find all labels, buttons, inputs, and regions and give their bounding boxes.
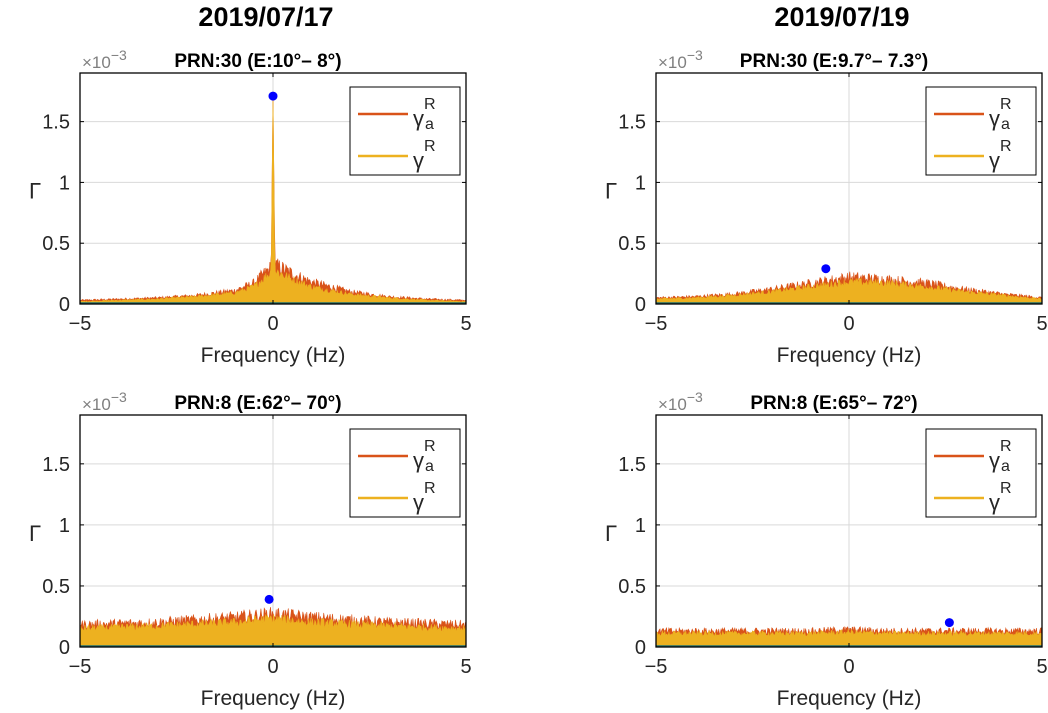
x-axis-label: Frequency (Hz) xyxy=(201,687,346,710)
x-axis-label: Frequency (Hz) xyxy=(777,687,922,710)
y-exponent-label: ×10−3 xyxy=(658,47,703,72)
y-exponent-label: ×10−3 xyxy=(658,389,703,414)
series-gamma xyxy=(655,628,1043,648)
date-title-left: 2019/07/17 xyxy=(198,2,334,32)
peak-marker xyxy=(944,618,954,628)
y-tick-label: 0 xyxy=(635,637,646,659)
chart-panel-3: −5 0 500.511.5×10−3 PRN:8 (E:62°– 70°)Frequ… xyxy=(29,389,472,710)
y-tick-label: 1 xyxy=(59,172,70,194)
chart-title: PRN:8 (E:62°– 70°) xyxy=(174,393,341,414)
x-tick-label: 5 xyxy=(460,313,471,335)
chart-panel-2: −5 0 500.511.5×10−3 PRN:30 (E:9.7°– 7.3°)Fr… xyxy=(605,47,1048,367)
peak-marker xyxy=(268,91,278,101)
x-tick-label: 5 xyxy=(1036,656,1047,678)
y-axis-label: Γ xyxy=(29,179,41,204)
y-exponent-label: ×10−3 xyxy=(82,389,127,414)
x-axis-label: Frequency (Hz) xyxy=(201,344,346,367)
x-tick-label: 0 xyxy=(267,313,278,335)
y-tick-label: 0.5 xyxy=(618,233,646,255)
y-tick-label: 1.5 xyxy=(42,454,70,476)
x-tick-label: 0 xyxy=(843,313,854,335)
legend-box xyxy=(349,428,461,518)
date-title-right: 2019/07/19 xyxy=(774,2,910,32)
legend-box xyxy=(925,86,1037,176)
x-tick-label: −5 xyxy=(645,656,668,678)
y-axis-label: Γ xyxy=(605,179,617,204)
x-tick-label: 0 xyxy=(843,656,854,678)
y-tick-label: 0 xyxy=(635,294,646,316)
y-tick-label: 0 xyxy=(59,637,70,659)
y-tick-label: 1 xyxy=(59,515,70,537)
chart-panel-4: −5 0 500.511.5×10−3 PRN:8 (E:65°– 72°)Frequ… xyxy=(605,389,1048,710)
peak-marker xyxy=(264,594,274,604)
x-tick-label: 0 xyxy=(267,656,278,678)
x-axis-label: Frequency (Hz) xyxy=(777,344,922,367)
y-tick-label: 0.5 xyxy=(42,233,70,255)
chart-title: PRN:30 (E:9.7°– 7.3°) xyxy=(740,51,928,72)
y-tick-label: 0.5 xyxy=(42,576,70,598)
x-tick-label: 5 xyxy=(460,656,471,678)
y-tick-label: 1 xyxy=(635,515,646,537)
chart-title: PRN:8 (E:65°– 72°) xyxy=(750,393,917,414)
x-tick-label: −5 xyxy=(645,313,668,335)
x-tick-label: −5 xyxy=(69,313,92,335)
legend-box xyxy=(925,428,1037,518)
chart-title: PRN:30 (E:10°– 8°) xyxy=(174,51,341,72)
y-tick-label: 1.5 xyxy=(618,454,646,476)
y-tick-label: 0 xyxy=(59,294,70,316)
y-exponent-label: ×10−3 xyxy=(82,47,127,72)
y-tick-label: 0.5 xyxy=(618,576,646,598)
x-tick-label: 5 xyxy=(1036,313,1047,335)
legend-box xyxy=(349,86,461,176)
y-tick-label: 1 xyxy=(635,172,646,194)
series-gamma xyxy=(79,613,467,648)
y-tick-label: 1.5 xyxy=(42,112,70,134)
chart-panel-1: −5 0 500.511.5×10−3 PRN:30 (E:10°– 8°)Frequ… xyxy=(29,47,472,367)
y-axis-label: Γ xyxy=(29,521,41,546)
y-tick-label: 1.5 xyxy=(618,112,646,134)
x-tick-label: −5 xyxy=(69,656,92,678)
series-gamma xyxy=(79,97,467,305)
y-axis-label: Γ xyxy=(605,521,617,546)
series-gamma xyxy=(655,277,1043,305)
peak-marker xyxy=(821,264,831,274)
